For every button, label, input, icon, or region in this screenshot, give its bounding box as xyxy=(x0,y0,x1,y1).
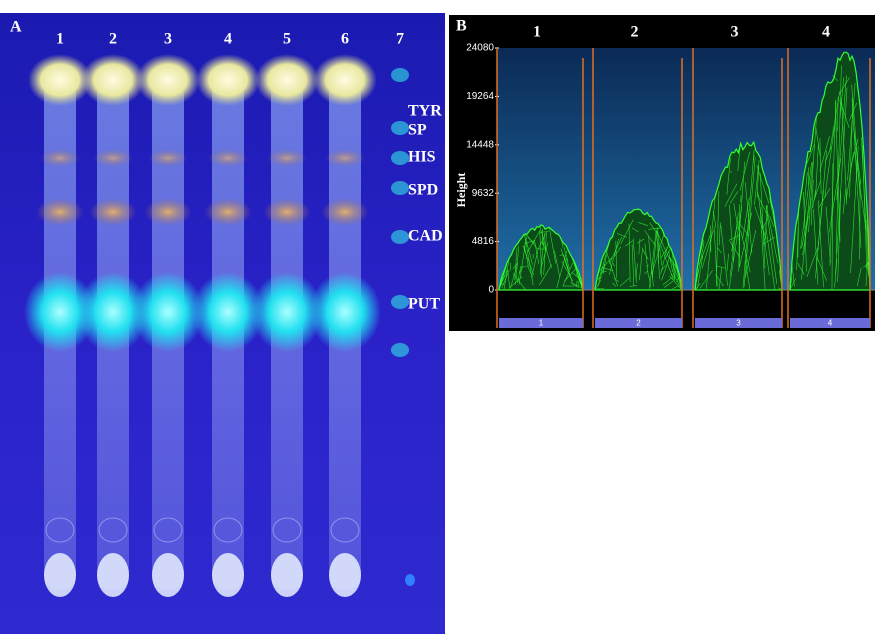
track-label: 2 xyxy=(636,319,641,328)
spot xyxy=(212,553,244,597)
band-label: TYR xyxy=(408,103,442,120)
panel-b: B Height 0 4816 9632 14448 19264 24080 1 1 2 2 3 3 4… xyxy=(449,15,875,331)
spot xyxy=(81,54,145,106)
lane-number: 6 xyxy=(341,31,349,48)
lane-header: 3 xyxy=(731,24,739,41)
spot xyxy=(405,574,415,586)
lane-number: 2 xyxy=(109,31,117,48)
spot xyxy=(321,198,369,226)
lane-header: 4 xyxy=(822,24,830,41)
y-tick-label: 4816 xyxy=(472,236,495,247)
track-label: 4 xyxy=(828,319,833,328)
panel-label: B xyxy=(456,18,467,35)
spot xyxy=(40,149,80,167)
spot xyxy=(391,151,409,165)
y-tick-label: 14448 xyxy=(466,139,494,150)
spot xyxy=(391,181,409,195)
lane-number: 3 xyxy=(164,31,172,48)
spot xyxy=(148,149,188,167)
lane-number: 4 xyxy=(224,31,232,48)
spot xyxy=(391,68,409,82)
spot xyxy=(89,198,137,226)
spot xyxy=(36,198,84,226)
spot xyxy=(93,149,133,167)
band-label: SP xyxy=(408,122,427,139)
spot xyxy=(325,149,365,167)
y-axis-label: Height xyxy=(454,173,468,208)
y-tick-label: 19264 xyxy=(466,91,494,102)
spot xyxy=(208,149,248,167)
spot xyxy=(391,343,409,357)
spot xyxy=(309,272,381,352)
lane-header: 2 xyxy=(631,24,639,41)
spot xyxy=(196,54,260,106)
spot xyxy=(97,553,129,597)
band-label: PUT xyxy=(408,296,440,313)
spot xyxy=(263,198,311,226)
lane-number: 1 xyxy=(56,31,64,48)
y-tick-label: 24080 xyxy=(466,43,494,54)
spot xyxy=(44,553,76,597)
spot xyxy=(391,230,409,244)
spot xyxy=(255,54,319,106)
spot xyxy=(144,198,192,226)
spot xyxy=(152,553,184,597)
track-label: 3 xyxy=(736,319,741,328)
lane-number: 7 xyxy=(396,31,404,48)
y-tick-label: 0 xyxy=(488,285,494,296)
spot xyxy=(391,295,409,309)
band-label: CAD xyxy=(408,228,443,245)
band-label: HIS xyxy=(408,149,436,166)
spot xyxy=(267,149,307,167)
spot xyxy=(391,121,409,135)
figure: A 1 2 3 4 5 6 7 TYR SP HIS SPD CAD PUT B Height 0 481… xyxy=(0,0,875,634)
spot xyxy=(329,553,361,597)
lane-header: 1 xyxy=(533,24,541,41)
panel-a: A 1 2 3 4 5 6 7 TYR SP HIS SPD CAD PUT xyxy=(0,13,445,634)
spot xyxy=(271,553,303,597)
lane-number: 5 xyxy=(283,31,291,48)
spot xyxy=(136,54,200,106)
spot xyxy=(313,54,377,106)
spot xyxy=(204,198,252,226)
y-tick-label: 9632 xyxy=(472,188,495,199)
track-label: 1 xyxy=(539,319,544,328)
band-label: SPD xyxy=(408,182,438,199)
panel-label: A xyxy=(10,19,22,36)
